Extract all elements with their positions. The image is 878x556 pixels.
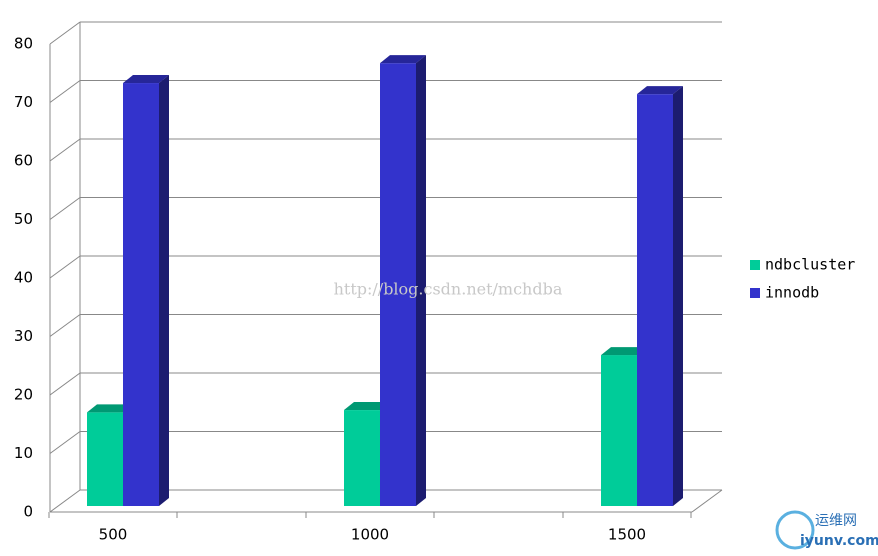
bar-front [344,410,380,506]
bar-front [123,83,159,507]
watermark: http://blog.csdn.net/mchdba [334,280,563,299]
bar-top [344,402,390,411]
bar [637,86,683,506]
logo-site: iyunv.com [800,533,878,549]
x-tick-label: 500 [99,526,128,544]
y-tick-label: 40 [14,269,33,287]
grid-diagonal [49,372,81,396]
y-tick-label: 70 [14,93,33,111]
legend-swatch [750,288,760,298]
bar-top [123,75,169,84]
y-tick-label: 50 [14,210,33,228]
legend-swatch [750,260,760,270]
grid-diagonal [49,255,81,279]
legend-label: innodb [765,284,819,302]
x-tick-label: 1000 [351,526,389,544]
grid-diagonal [49,197,81,220]
grid-diagonal [49,138,81,162]
bar [123,75,169,507]
grid-diagonal [49,21,81,45]
bar-side [159,75,169,507]
bar-front [637,94,673,506]
grid-diagonal [49,80,81,103]
bar-side [416,55,426,506]
plot: 0 10 20 30 40 50 60 70 80 500 1000 1500 ndbcluster in… [14,21,855,544]
legend-label: ndbcluster [765,256,855,274]
bar-front [87,412,123,506]
y-tick-label: 20 [14,386,33,404]
grid-diagonal [49,489,81,513]
bar-top [87,404,133,413]
bar-top [601,347,647,356]
y-tick-label: 10 [14,444,33,462]
grid-diagonal [49,314,81,337]
grid-diagonal [49,431,81,454]
floor-edge [691,489,723,513]
logo-icon [775,510,815,550]
bar-front [380,63,416,506]
x-tick-label: 1500 [608,526,646,544]
bar [380,55,426,506]
y-tick-label: 30 [14,327,33,345]
y-tick-label: 60 [14,152,33,170]
bar-side [673,86,683,506]
y-tick-label: 80 [14,35,33,53]
bar-front [601,355,637,506]
y-tick-label: 0 [23,503,33,521]
logo-name: 运维网 [815,513,857,529]
bar-top [380,55,426,64]
bar-top [637,86,683,95]
